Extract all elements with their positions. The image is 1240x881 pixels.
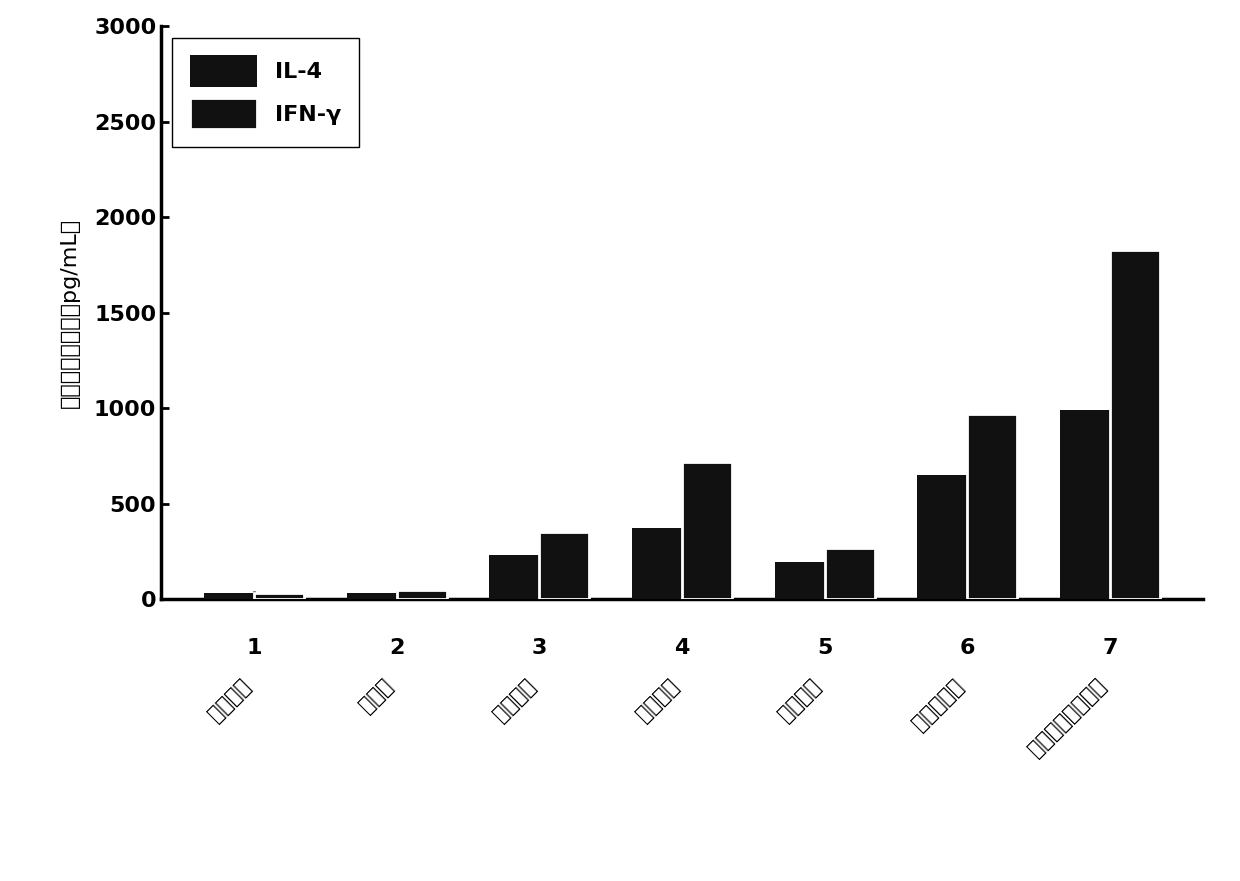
Text: 山药多糖: 山药多糖 <box>775 676 825 725</box>
Bar <box>825 547 874 599</box>
Bar <box>632 529 682 599</box>
Y-axis label: 细胞因子分泌量（pg/mL）: 细胞因子分泌量（pg/mL） <box>60 218 81 408</box>
Text: 香菇多糖: 香菇多糖 <box>632 676 682 725</box>
Bar <box>397 589 446 599</box>
Text: 卡拉胶: 卡拉胶 <box>356 676 397 716</box>
Bar <box>539 532 589 599</box>
Bar <box>967 414 1017 599</box>
Bar <box>490 555 539 599</box>
Bar <box>1060 411 1110 599</box>
Bar <box>254 594 304 599</box>
Bar <box>347 594 397 599</box>
Text: 依诺蒙糖阳性对照: 依诺蒙糖阳性对照 <box>1025 676 1110 760</box>
Bar <box>775 562 825 599</box>
Text: 综合硒多糖: 综合硒多糖 <box>909 676 967 734</box>
Bar <box>1110 250 1159 599</box>
Bar <box>682 462 732 599</box>
Legend: IL-4, IFN-γ: IL-4, IFN-γ <box>172 38 358 147</box>
Text: 壳莆多糖: 壳莆多糖 <box>490 676 539 725</box>
Bar <box>205 594 254 599</box>
Bar <box>918 475 967 599</box>
Text: 空白对照: 空白对照 <box>205 676 254 725</box>
